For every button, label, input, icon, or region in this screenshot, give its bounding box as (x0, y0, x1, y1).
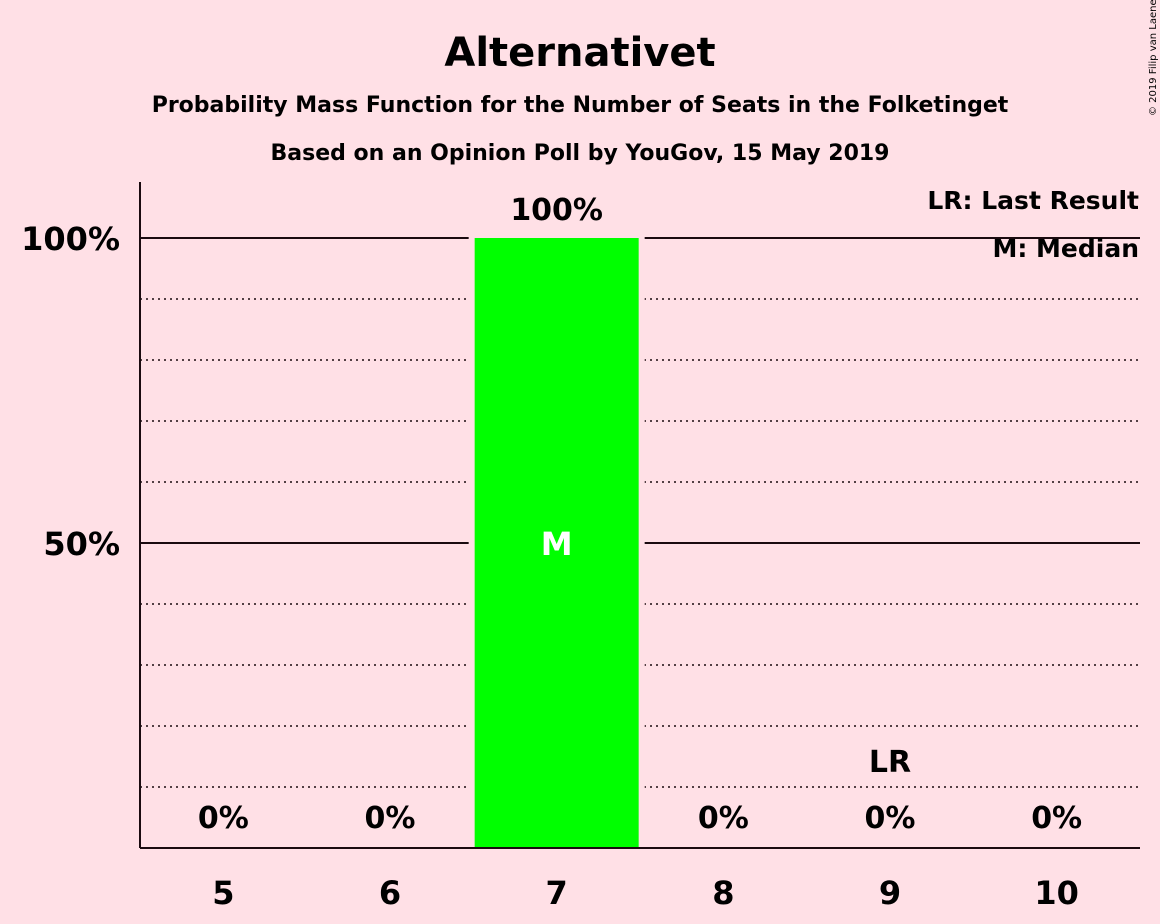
legend-entry-1: M: Median (992, 234, 1139, 263)
y-tick-label-0: 50% (43, 525, 120, 563)
y-tick-label-1: 100% (21, 220, 120, 258)
chart-source-line: Based on an Opinion Poll by YouGov, 15 M… (271, 141, 890, 166)
median-marker: M (541, 525, 573, 563)
legend: LR: Last Result M: Median (927, 186, 1139, 263)
value-label-7: 100% (510, 193, 603, 228)
bars (468, 237, 645, 848)
y-axis-ticks: 50% 100% (21, 220, 120, 563)
legend-entry-0: LR: Last Result (927, 186, 1139, 215)
x-axis-ticks: 5 6 7 8 9 10 (212, 874, 1079, 912)
x-tick-label-6: 6 (379, 874, 401, 912)
bar-7 (474, 238, 639, 848)
value-label-6: 0% (365, 801, 416, 836)
x-tick-label-10: 10 (1034, 874, 1079, 912)
last-result-marker: LR (869, 745, 911, 780)
chart-title: Alternativet (444, 30, 715, 76)
chart-subtitle: Probability Mass Function for the Number… (152, 93, 1009, 118)
x-tick-label-7: 7 (546, 874, 568, 912)
x-tick-label-8: 8 (712, 874, 734, 912)
value-labels: 0% 0% 100% 0% 0% 0% M LR (198, 193, 1082, 836)
value-label-8: 0% (698, 801, 749, 836)
copyright-notice: © 2019 Filip van Laenen (1148, 0, 1159, 116)
value-label-5: 0% (198, 801, 249, 836)
value-label-10: 0% (1031, 801, 1082, 836)
value-label-9: 0% (865, 801, 916, 836)
x-tick-label-9: 9 (879, 874, 901, 912)
x-tick-label-5: 5 (212, 874, 234, 912)
